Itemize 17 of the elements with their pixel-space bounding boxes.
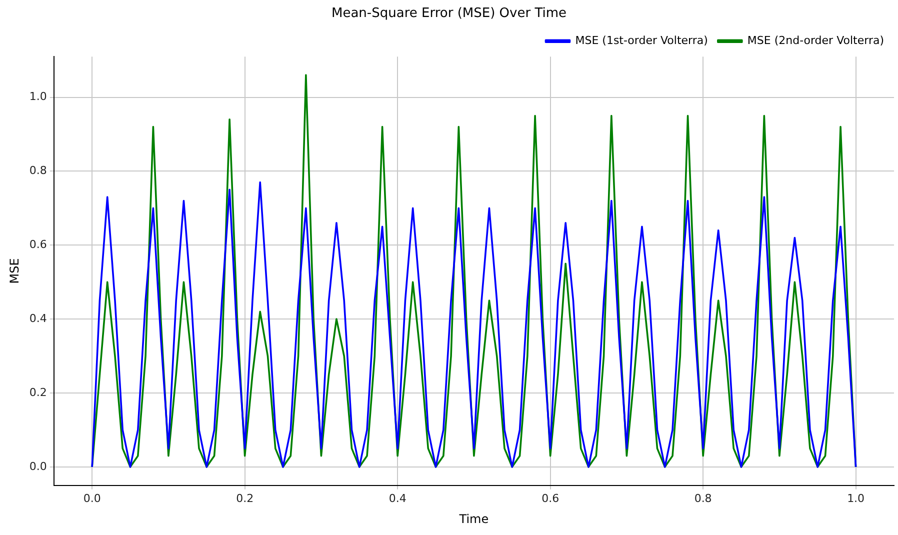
- y-tick-label: 1.0: [29, 90, 47, 104]
- x-axis-title: Time: [458, 512, 489, 526]
- y-tick-label: 0.4: [29, 312, 47, 325]
- legend-label: MSE (2nd-order Volterra): [747, 34, 884, 47]
- x-tick-label: 0.0: [83, 492, 101, 505]
- y-axis-title: MSE: [7, 258, 22, 284]
- y-tick-label: 0.0: [29, 460, 47, 473]
- y-tick-label: 0.8: [29, 164, 47, 178]
- y-tick-label: 0.6: [29, 238, 47, 251]
- x-tick-label: 1.0: [847, 492, 865, 505]
- x-tick-label: 0.2: [236, 492, 254, 505]
- x-tick-label: 0.6: [542, 492, 560, 505]
- x-tick-label: 0.4: [388, 492, 406, 505]
- legend-label: MSE (1st-order Volterra): [575, 34, 708, 47]
- chart-title: Mean-Square Error (MSE) Over Time: [331, 6, 567, 22]
- y-tick-label: 0.2: [29, 386, 47, 399]
- x-tick-label: 0.8: [694, 492, 712, 505]
